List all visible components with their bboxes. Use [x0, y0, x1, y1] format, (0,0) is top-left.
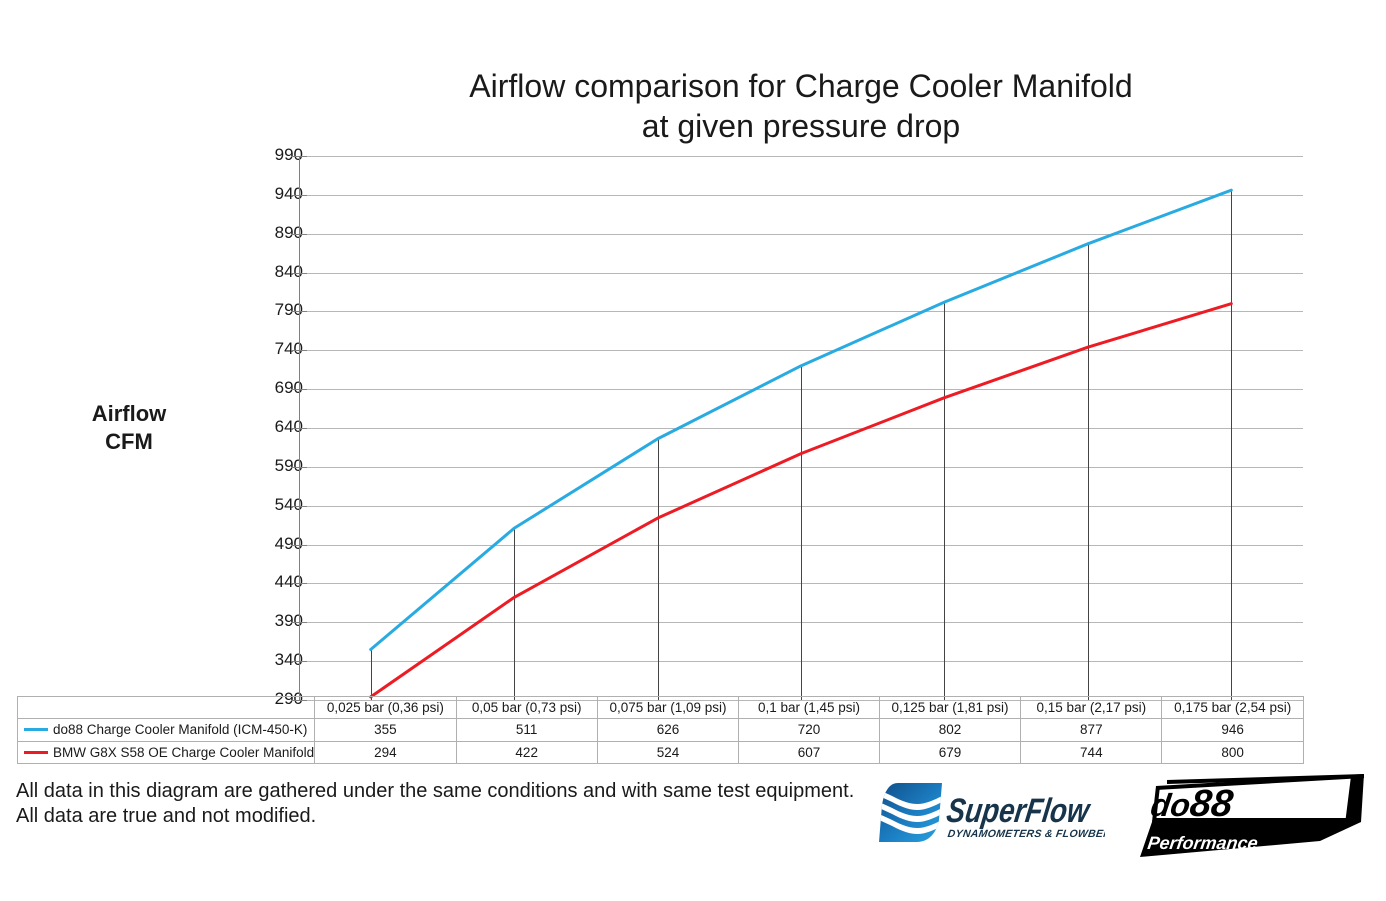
svg-text:Performance: Performance — [1146, 833, 1259, 853]
svg-text:SuperFlow: SuperFlow — [944, 792, 1093, 830]
svg-text:DYNAMOMETERS & FLOWBENCHES: DYNAMOMETERS & FLOWBENCHES — [947, 828, 1105, 840]
svg-text:do88: do88 — [1148, 782, 1236, 825]
